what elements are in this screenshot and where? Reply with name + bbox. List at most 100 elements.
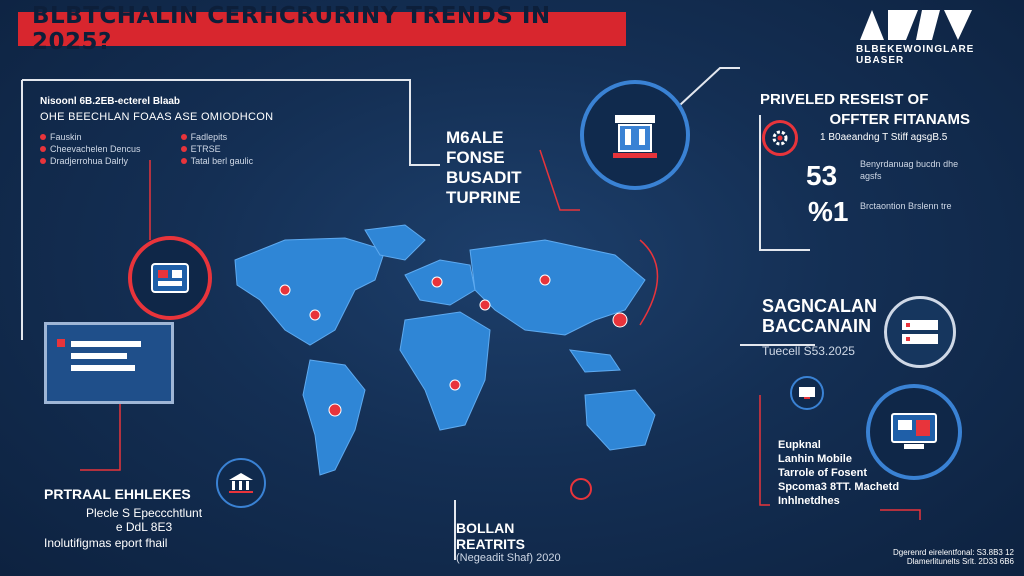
bottom-center-block: BOLLAN REATRITS (Negeadit Shaf) 2020 xyxy=(456,520,561,564)
right-bottom-line: Tarrole of Fosent xyxy=(778,467,868,479)
stat-value-2: %1 xyxy=(808,196,849,227)
stat-desc-2: Brctaontion Brslenn tre xyxy=(860,201,952,211)
map-marker xyxy=(309,309,321,321)
stat-value-1: 53 xyxy=(806,160,838,191)
australia xyxy=(584,389,656,451)
right-bottom-line: Lanhin Mobile xyxy=(778,453,852,465)
page-title: BLBTCHALIN CERHCRURINY TRENDS IN 2025? xyxy=(18,3,626,55)
south-america xyxy=(302,359,366,476)
africa xyxy=(399,311,491,431)
bottom-left-block: PRTRAAL EHHLEKES Plecle S Epeccchtlunt e… xyxy=(44,486,244,550)
world-map xyxy=(234,224,656,476)
bottom-right-line: Dgerenrd eirelentfonal: S3.8B3 12 xyxy=(893,548,1014,557)
indonesia xyxy=(568,349,621,373)
bottom-left-line: Inolutifigmas eport fhail xyxy=(44,536,168,550)
bullet-dot-icon xyxy=(40,158,46,164)
logo-subtitle: BLBEKEWOINGLARE UBASER xyxy=(856,44,975,66)
document-line xyxy=(71,353,127,359)
server-icon-ring xyxy=(884,296,956,368)
right-mid-line: BACCANAIN xyxy=(762,316,871,336)
map-marker xyxy=(431,276,443,288)
list-item: Cheevachelen Dencus xyxy=(40,143,141,155)
left-panel: Nisoonl 6B.2EB-ecterel Blaab OHE BEECHLA… xyxy=(40,96,340,167)
center-label-line: FONSE xyxy=(446,148,505,167)
map-marker xyxy=(479,299,491,311)
monitor-icon-ring xyxy=(790,376,824,410)
connector-line-red-bottom xyxy=(80,385,121,471)
list-item: Tatal berl gaulic xyxy=(180,155,254,167)
connector-line-right xyxy=(759,115,810,251)
bullet-dot-icon xyxy=(40,146,46,152)
bullet-dot-icon xyxy=(180,134,187,140)
bottom-left-line: Plecle S Epeccchtlunt xyxy=(85,506,203,520)
bottom-center-line: BOLLAN xyxy=(456,520,515,536)
right-bottom-line: Eupknal xyxy=(778,439,821,451)
center-label: M6ALE FONSE BUSADIT TUPRINE xyxy=(446,128,522,208)
document-line xyxy=(71,341,141,347)
bank-icon-ring xyxy=(216,458,266,508)
list-item: ETRSE xyxy=(180,143,254,155)
network-icon xyxy=(151,263,189,293)
center-label-line: TUPRINE xyxy=(446,188,521,207)
connector-arc-asia xyxy=(639,239,659,326)
network-icon-ring xyxy=(128,236,212,320)
bottom-center-line: REATRITS xyxy=(456,536,525,552)
bottom-center-line: (Negeadit Shaf) 2020 xyxy=(456,552,561,564)
list-item-label: ETRSE xyxy=(190,144,221,154)
map-marker xyxy=(328,403,342,417)
right-bottom-block: Eupknal Lanhin Mobile Tarrole of Fosent … xyxy=(778,438,928,508)
connector-line-top-left xyxy=(22,79,440,166)
list-item-label: Fadlepits xyxy=(190,132,228,142)
north-america xyxy=(234,237,386,346)
left-panel-subheading: OHE BEECHLAN FOAAS ASE OMIODHCON xyxy=(40,111,274,123)
left-panel-list-right: Fadlepits ETRSE Tatal berl gaulic xyxy=(180,131,254,167)
stat-caption: 1 B0aeandng T Stiff agsgB.5 xyxy=(820,132,948,143)
right-bottom-line: Inhlnetdhes xyxy=(778,495,840,507)
building-icon-ring xyxy=(580,80,690,190)
connector-line-red-center xyxy=(539,149,580,211)
map-marker xyxy=(612,312,628,328)
bottom-left-title: PRTRAAL EHHLEKES xyxy=(44,486,191,502)
center-label-line: M6ALE xyxy=(446,128,504,147)
bullet-dot-icon xyxy=(40,134,46,140)
right-mid-line: SAGNCALAN xyxy=(762,296,877,316)
connector-line-red-bottom-right xyxy=(880,509,921,520)
gear-icon xyxy=(772,130,788,146)
list-item: Dradjerrohua Dalrly xyxy=(40,155,141,167)
bottom-right-block: Dgerenrd eirelentfonal: S3.8B3 12 Dlamer… xyxy=(858,548,1014,566)
map-pin-icon xyxy=(570,478,592,500)
list-item: Fauskin xyxy=(40,131,141,143)
list-item-label: Fauskin xyxy=(50,132,82,142)
map-marker xyxy=(539,274,551,286)
device-icon-ring xyxy=(866,384,962,480)
document-icon xyxy=(57,339,65,347)
map-marker xyxy=(449,379,461,391)
left-panel-list-left: Fauskin Cheevachelen Dencus Dradjerrohua… xyxy=(40,131,141,167)
list-item-label: Tatal berl gaulic xyxy=(190,156,254,166)
right-top-block: PRIVELED RESEIST OF OFFTER FITANAMS xyxy=(760,90,1000,130)
page-title-text: BLBTCHALIN CERHCRURINY TRENDS IN 2025? xyxy=(32,3,551,55)
building-icon xyxy=(613,115,657,158)
bullet-dot-icon xyxy=(180,146,187,152)
right-mid-subtitle: Tuecell S53.2025 xyxy=(762,344,855,358)
document-screen-card xyxy=(44,322,174,404)
bank-icon xyxy=(229,473,253,493)
connector-line-top-right xyxy=(679,67,740,106)
list-item-label: Dradjerrohua Dalrly xyxy=(50,156,129,166)
monitor-icon xyxy=(799,387,815,399)
greenland xyxy=(364,224,426,261)
map-marker xyxy=(279,284,291,296)
bottom-right-line: Dlamerlitunelts Srlt. 2D33 6B6 xyxy=(906,557,1014,566)
left-panel-heading: Nisoonl 6B.2EB-ecterel Blaab xyxy=(40,96,181,107)
gear-icon-ring xyxy=(762,120,798,156)
logo xyxy=(860,10,972,40)
right-mid-block: SAGNCALAN BACCANAIN Tuecell S53.2025 xyxy=(762,296,877,358)
right-top-title: OFFTER FITANAMS xyxy=(829,111,970,128)
stat-desc-1: Benyrdanuag bucdn dhe agsfs xyxy=(860,159,959,181)
bullet-dot-icon xyxy=(180,158,187,164)
center-label-line: BUSADIT xyxy=(446,168,522,187)
server-icon xyxy=(902,320,938,344)
connector-line-red-right xyxy=(759,395,770,506)
list-item-label: Cheevachelen Dencus xyxy=(50,144,141,154)
